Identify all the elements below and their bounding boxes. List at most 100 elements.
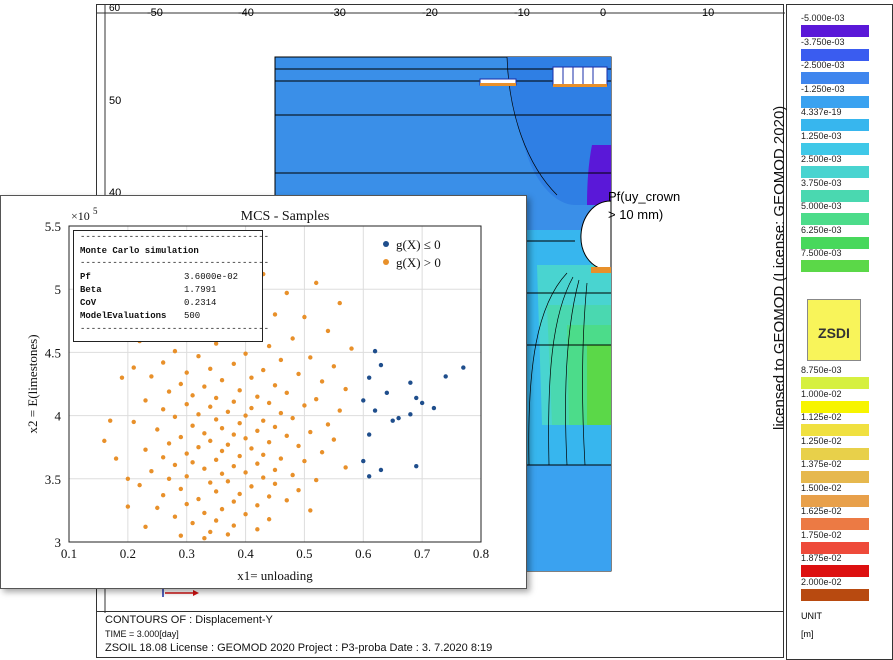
scatter-point xyxy=(431,405,437,411)
y-tick-label: 4 xyxy=(55,409,62,424)
legend-color-swatch xyxy=(801,95,869,108)
scatter-point xyxy=(208,480,213,485)
y-axis-label: x2 = E(limestones) xyxy=(25,334,40,433)
summary-value-beta: 1.7991 xyxy=(184,285,217,295)
legend-color-swatch xyxy=(801,400,869,413)
scatter-point xyxy=(361,458,366,464)
legend-color-swatch xyxy=(801,166,869,178)
legend-value-label: 8.750e-03 xyxy=(801,365,842,375)
scatter-point xyxy=(308,429,313,435)
logo-letters: ZSDI xyxy=(818,325,850,341)
scatter-point xyxy=(196,412,201,417)
legend-color-swatch xyxy=(801,213,869,225)
legend-color-swatch xyxy=(801,471,869,483)
x-axis-label: x1= unloading xyxy=(237,568,313,583)
scatter-point xyxy=(231,523,236,528)
scatter-point xyxy=(237,420,242,426)
scatter-point xyxy=(331,437,337,442)
legend-value-label: 1.000e-02 xyxy=(801,388,842,399)
scatter-point xyxy=(308,355,313,360)
scatter-point xyxy=(166,441,172,446)
summary-key-cov: CoV xyxy=(80,298,97,308)
scatter-point xyxy=(190,393,195,398)
unit-label: UNIT xyxy=(801,611,822,621)
scatter-point xyxy=(284,498,289,503)
scatter-point xyxy=(137,482,142,488)
scatter-point xyxy=(237,388,242,393)
scatter-point xyxy=(213,457,219,463)
top-axis-tick: -40 xyxy=(238,7,254,19)
scatter-point xyxy=(231,463,236,469)
scatter-point xyxy=(366,375,372,380)
y-exponent-label: ×10 xyxy=(71,209,90,223)
scatter-point xyxy=(266,343,272,349)
plot-area-frame xyxy=(68,225,482,543)
scatter-point xyxy=(143,524,148,530)
scatter-point xyxy=(272,312,278,317)
logo-mark-icon: ZSDI xyxy=(818,325,850,341)
scatter-point xyxy=(314,280,319,286)
scatter-point xyxy=(243,413,248,418)
legend-color-swatch xyxy=(801,447,869,460)
legend-value-label: 1.500e-02 xyxy=(801,482,842,493)
scatter-point xyxy=(172,414,178,420)
legend-value-label: 1.875e-02 xyxy=(801,553,842,563)
scatter-point xyxy=(196,353,201,359)
footer-time-label: TIME = 3.000[day] xyxy=(105,629,179,639)
scatter-point xyxy=(243,470,248,475)
legend-value-label: -2.500e-03 xyxy=(801,60,845,70)
scatter-point xyxy=(184,451,189,456)
legend-color-swatch xyxy=(801,260,869,272)
scatter-point xyxy=(261,475,266,480)
x-tick-label: 0.5 xyxy=(296,546,312,561)
scatter-point xyxy=(178,381,184,387)
scatter-point xyxy=(149,469,154,474)
scatter-point xyxy=(255,461,260,466)
scatter-point xyxy=(231,399,236,404)
scatter-point xyxy=(272,424,278,430)
scatter-point xyxy=(290,472,295,478)
color-legend-panel: -5.000e-03 -3.750e-03 -2.500e-03 -1.250e-03… xyxy=(786,4,893,660)
scatter-point xyxy=(160,407,166,412)
scatter-point xyxy=(172,514,178,519)
scatter-point xyxy=(361,398,366,403)
scatter-point xyxy=(131,419,136,425)
scatter-point xyxy=(396,415,401,421)
legend-color-swatch xyxy=(801,424,869,436)
annotation-line-1: Pf(uy_crown xyxy=(608,189,681,204)
legend-value-label: 6.250e-03 xyxy=(801,224,842,235)
monte-carlo-summary-box: ----------------------------------- Mont… xyxy=(73,230,269,342)
legend-value-label: 2.500e-03 xyxy=(801,154,842,164)
legend-value-label: 7.500e-03 xyxy=(801,248,842,258)
scatter-point xyxy=(461,365,466,370)
scatter-point xyxy=(190,460,195,465)
failure-annotation: Pf(uy_crown > 10 mm) xyxy=(608,188,680,224)
legend-value-label: 3.750e-03 xyxy=(801,177,842,188)
scatter-point xyxy=(261,452,266,457)
scatter-point xyxy=(219,506,225,512)
legend-color-swatch xyxy=(801,142,869,155)
scatter-point xyxy=(119,375,125,380)
scatter-point xyxy=(225,409,231,415)
legend-value-label: 2.000e-02 xyxy=(801,576,842,587)
legend-color-swatch xyxy=(801,377,869,389)
scatter-point xyxy=(202,384,207,389)
x-tick-label: 0.8 xyxy=(473,546,489,561)
x-tick-label: 0.3 xyxy=(179,546,195,561)
x-tick-label: 0.7 xyxy=(414,546,431,561)
scatter-point xyxy=(225,532,231,537)
scatter-point xyxy=(213,395,219,401)
scatter-point xyxy=(231,432,236,437)
mcs-samples-window[interactable]: 0.1 0.2 0.3 0.4 0.5 0.6 0.7 0.8 3 3.5 4 4.5 5 5.5 ×10 5… xyxy=(0,195,527,589)
scatter-point xyxy=(261,367,266,373)
scatter-point xyxy=(108,418,113,423)
y-tick-label: 3 xyxy=(55,535,62,550)
scatter-point xyxy=(219,448,225,454)
legend-color-swatch xyxy=(801,189,869,202)
scatter-point xyxy=(255,503,260,508)
legend-value-label: 1.625e-02 xyxy=(801,506,842,516)
scatter-point xyxy=(231,499,236,504)
scatter-point xyxy=(131,365,136,370)
scatter-point xyxy=(202,431,207,436)
scatter-point xyxy=(272,481,278,487)
